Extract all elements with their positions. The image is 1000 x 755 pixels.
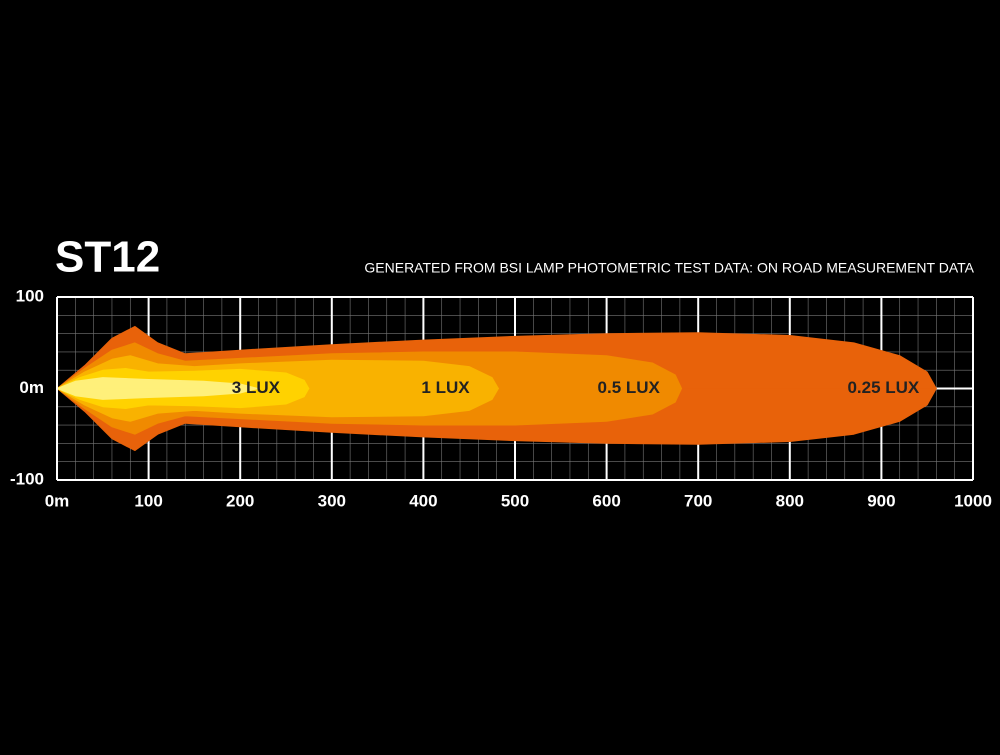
chart-subtitle: GENERATED FROM BSI LAMP PHOTOMETRIC TEST… (364, 260, 974, 276)
x-tick-label: 600 (592, 491, 620, 510)
chart-title: ST12 (55, 233, 160, 282)
beam-contour (56, 377, 259, 389)
x-tick-label: 400 (409, 491, 437, 510)
x-tick-label: 200 (226, 491, 254, 510)
contour-label: 0.25 LUX (847, 378, 919, 397)
x-tick-label: 1000 (954, 491, 992, 510)
x-tick-label: 700 (684, 491, 712, 510)
contour-label: 0.5 LUX (598, 378, 661, 397)
contour-label: 3 LUX (232, 378, 281, 397)
x-tick-label: 500 (501, 491, 529, 510)
x-tick-label: 300 (318, 491, 346, 510)
y-tick-label: -100 (10, 469, 44, 488)
x-tick-label: 900 (867, 491, 895, 510)
y-tick-label: 0m (19, 378, 44, 397)
x-tick-label: 100 (134, 491, 162, 510)
contour-label: 1 LUX (421, 378, 470, 397)
x-tick-label: 800 (776, 491, 804, 510)
x-tick-label: 0m (45, 491, 70, 510)
y-tick-label: 100 (16, 286, 44, 305)
beam-contour (56, 388, 259, 400)
